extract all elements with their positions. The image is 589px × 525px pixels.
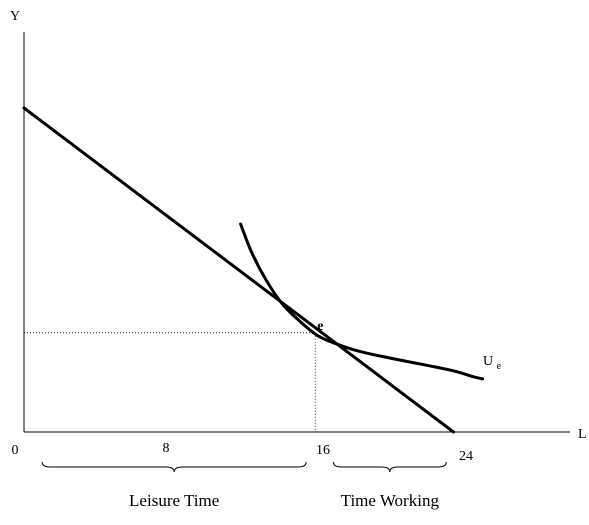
x-tick-label-8: 8 [163, 441, 170, 456]
axes [23, 32, 570, 433]
equilibrium-label: e [317, 319, 323, 334]
brace-label-0: Leisure Time [129, 491, 219, 510]
indifference-curve [239, 222, 485, 381]
x-tick-label-16: 16 [316, 443, 330, 458]
curve-label-main: U [483, 354, 493, 369]
y-axis-label: Y [10, 9, 20, 24]
indifference-curve-label: U e [483, 354, 502, 372]
guide-lines [24, 332, 316, 432]
brace-1 [332, 461, 447, 473]
x-tick-labels: 0 8 16 24 [12, 441, 474, 464]
brace-0 [41, 461, 307, 473]
budget-line [22, 106, 456, 434]
braces: Leisure Time Time Working [41, 461, 447, 510]
x-axis-label: L [578, 427, 587, 442]
x-tick-label-0: 0 [12, 443, 19, 458]
brace-label-1: Time Working [341, 491, 440, 510]
curve-label-subscript: e [497, 361, 502, 372]
x-tick-label-24: 24 [459, 449, 473, 464]
